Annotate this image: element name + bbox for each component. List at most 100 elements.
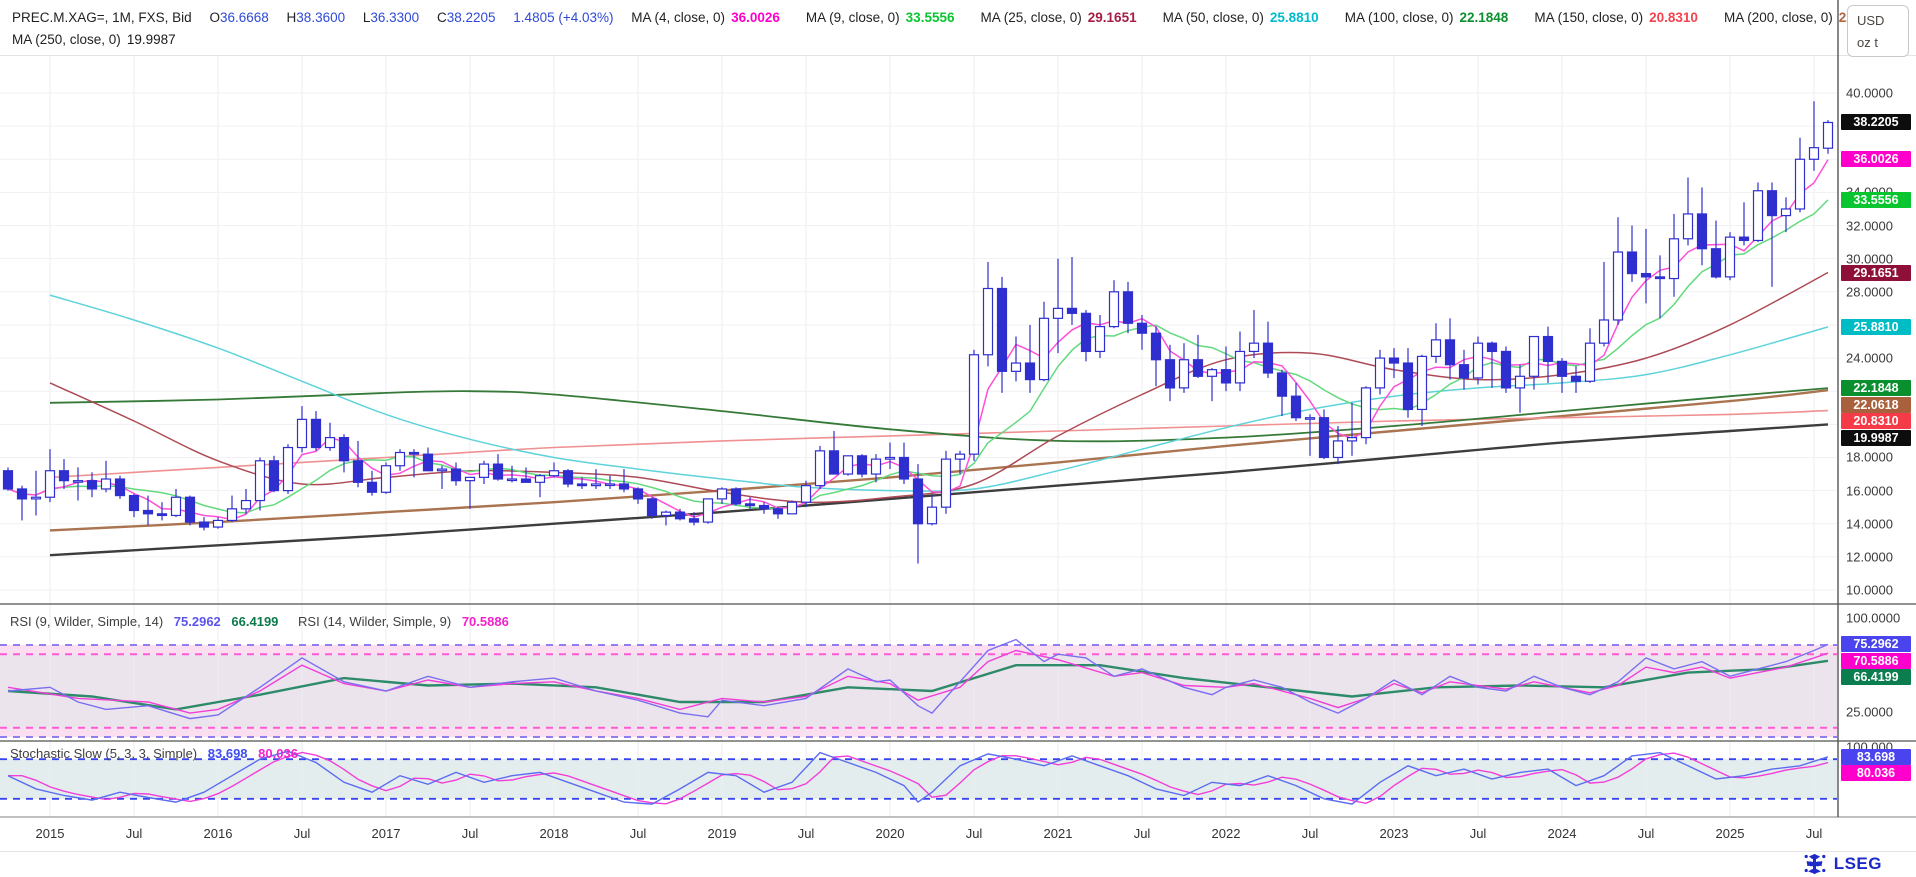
price-badge: 29.1651 [1841, 264, 1911, 281]
candle [1080, 312, 1092, 353]
candle [1808, 147, 1820, 160]
candle [772, 508, 784, 515]
time-axis-label: 2020 [875, 826, 905, 841]
price-axis-label: 18.0000 [1846, 449, 1893, 465]
price-badge: 20.8310 [1841, 413, 1911, 430]
candle [58, 470, 70, 482]
candle [394, 451, 406, 467]
time-axis-label: 2018 [539, 826, 569, 841]
time-axis[interactable]: 2015 Jul 2016 Jul 2017 Jul 2018 Jul 2019 Jul 2020 J… [0, 818, 1838, 852]
candle [100, 478, 112, 490]
candle [128, 494, 140, 512]
net-change: 1.4805 (+4.03%) [513, 10, 614, 25]
rsi-panel-label[interactable]: RSI (9, Wilder, Simple, 14) 75.2962 66.4… [10, 614, 509, 629]
stoch-panel-label[interactable]: Stochastic Slow (5, 3, 3, Simple) 83.698… [10, 746, 298, 761]
candle [16, 488, 28, 500]
ma250-line [49, 423, 1829, 557]
candle [576, 483, 588, 487]
time-axis-label: 2023 [1379, 826, 1409, 841]
ohlc-low: L36.3300 [362, 10, 420, 25]
ma-legend-item: MA (4, close, 0) 36.0026 [631, 10, 780, 25]
candle [492, 463, 504, 480]
ohlc-close: C38.2205 [436, 10, 496, 25]
ma-legend-item: MA (9, close, 0) 33.5556 [805, 10, 955, 25]
price-badge: 36.0026 [1841, 151, 1911, 168]
candle [1528, 335, 1540, 377]
time-axis-label: Jul [797, 826, 815, 841]
price-axis-label: 14.0000 [1846, 516, 1893, 532]
candle [548, 470, 560, 477]
stoch-bands [0, 759, 1837, 799]
candle [968, 354, 980, 455]
ma-legend-item: MA (150, close, 0) 20.8310 [1534, 10, 1698, 25]
candle [198, 521, 210, 528]
candle [800, 485, 812, 503]
candle [1668, 238, 1680, 280]
candle [884, 456, 896, 460]
candle [1724, 236, 1736, 278]
rsi-axis-label: 100.0000 [1846, 610, 1901, 626]
candle [478, 463, 490, 478]
candle [296, 418, 308, 449]
candle [1822, 121, 1834, 149]
candle [1416, 355, 1428, 411]
rsi-signal-line [7, 659, 1829, 711]
price-badge: 33.5556 [1841, 191, 1911, 208]
legend-row-1: PREC.M.XAG=, 1M, FXS, Bid O36.6668 H38.3… [12, 7, 1888, 29]
ma-legend-row1: MA (4, close, 0) 36.0026 MA (9, close, 0) 3… [631, 10, 1913, 25]
time-axis-label: 2021 [1043, 826, 1073, 841]
stoch-d-line [8, 751, 1829, 805]
candle [954, 453, 966, 460]
ma-legend-item: MA (100, close, 0) 22.1848 [1344, 10, 1509, 25]
candle [114, 478, 126, 497]
time-axis-label: 2016 [203, 826, 233, 841]
ohlc-high: H38.3600 [286, 10, 346, 25]
candle [898, 456, 910, 480]
candle [72, 480, 84, 483]
time-axis-label: Jul [1301, 826, 1319, 841]
candle [814, 450, 826, 487]
candle [44, 470, 56, 498]
stoch-lines [0, 750, 1837, 805]
candle [842, 455, 854, 475]
time-axis-label: 2017 [371, 826, 401, 841]
ma100-line [49, 387, 1829, 443]
candle [1052, 307, 1064, 319]
candle [940, 458, 952, 508]
candle [352, 460, 364, 483]
candle [156, 513, 168, 517]
candle [212, 519, 224, 528]
price-axis-label: 10.0000 [1846, 582, 1893, 598]
rsi2-name: RSI (14, Wilder, Simple, 9) [298, 614, 452, 629]
candle [1220, 369, 1232, 384]
price-axis-label: 16.0000 [1846, 483, 1893, 499]
candle [1752, 190, 1764, 242]
axis-units-box[interactable]: USD oz t [1847, 5, 1909, 57]
ma-legend-item: MA (50, close, 0) 25.8810 [1162, 10, 1319, 25]
candle [926, 506, 938, 525]
candle [1360, 387, 1372, 439]
ma50-line [49, 294, 1829, 492]
candle [1556, 360, 1568, 377]
candle [1150, 332, 1162, 361]
candle [422, 453, 434, 472]
candle [1010, 362, 1022, 372]
candle [2, 470, 14, 490]
rsi-badge: 70.5886 [1841, 652, 1911, 669]
stoch-d-value: 80.036 [258, 746, 298, 761]
candle [674, 511, 686, 520]
price-axis-label: 30.0000 [1846, 251, 1893, 267]
candle [1164, 359, 1176, 389]
time-axis-label: Jul [629, 826, 647, 841]
ohlc-open: O36.6668 [209, 10, 269, 25]
time-axis-label: 2025 [1715, 826, 1745, 841]
candle [1570, 375, 1582, 382]
rsi1-signal-value: 66.4199 [231, 614, 279, 629]
price-axis[interactable]: 40.000034.000032.000030.000028.000024.00… [1838, 0, 1916, 820]
candle [1262, 342, 1274, 374]
time-axis-label: 2024 [1547, 826, 1577, 841]
candle [408, 451, 420, 455]
price-badge: 22.1848 [1841, 380, 1911, 397]
candle [1458, 364, 1470, 379]
